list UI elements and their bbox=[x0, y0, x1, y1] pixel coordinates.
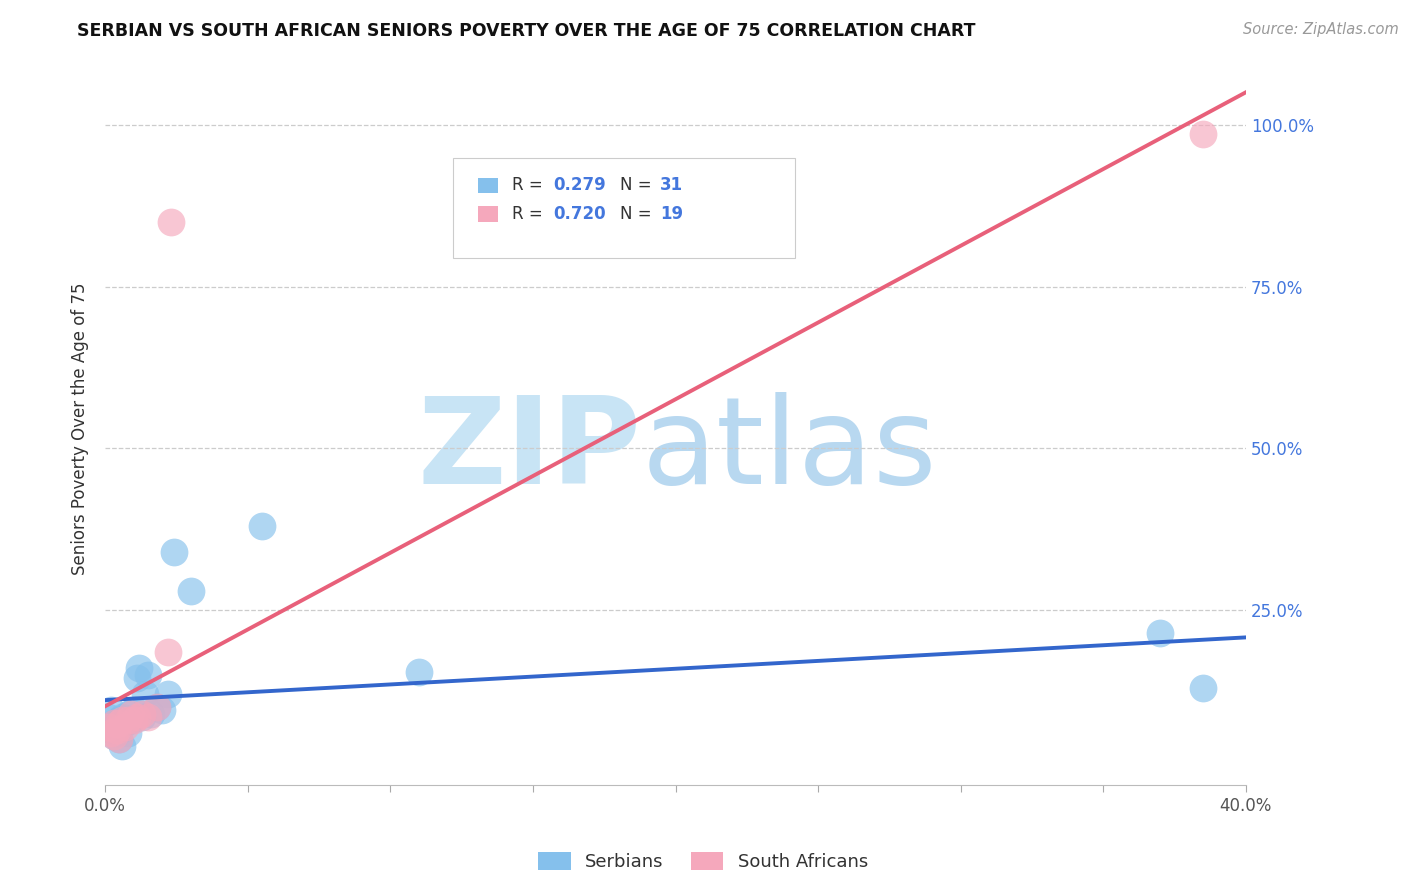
Point bbox=[103, 729, 125, 743]
Point bbox=[103, 729, 125, 743]
Point bbox=[145, 700, 167, 714]
Text: N =: N = bbox=[620, 177, 657, 194]
Point bbox=[134, 687, 156, 701]
Point bbox=[156, 645, 179, 659]
Point bbox=[120, 713, 142, 727]
Point bbox=[1149, 625, 1171, 640]
Text: N =: N = bbox=[620, 205, 657, 223]
Point bbox=[108, 732, 131, 747]
Point bbox=[97, 710, 120, 724]
Text: atlas: atlas bbox=[641, 392, 936, 508]
Point bbox=[114, 719, 136, 733]
Text: 0.279: 0.279 bbox=[553, 177, 606, 194]
Point bbox=[128, 661, 150, 675]
Point bbox=[125, 671, 148, 685]
Point bbox=[105, 719, 128, 733]
Point bbox=[156, 687, 179, 701]
Point bbox=[108, 716, 131, 731]
Legend: Serbians, South Africans: Serbians, South Africans bbox=[531, 845, 875, 879]
Point bbox=[108, 713, 131, 727]
Text: SERBIAN VS SOUTH AFRICAN SENIORS POVERTY OVER THE AGE OF 75 CORRELATION CHART: SERBIAN VS SOUTH AFRICAN SENIORS POVERTY… bbox=[77, 22, 976, 40]
Point bbox=[408, 665, 430, 679]
Point bbox=[111, 710, 134, 724]
Y-axis label: Seniors Poverty Over the Age of 75: Seniors Poverty Over the Age of 75 bbox=[72, 283, 89, 575]
Point bbox=[163, 545, 186, 559]
Point bbox=[1192, 681, 1215, 695]
Point bbox=[125, 710, 148, 724]
Text: R =: R = bbox=[512, 177, 548, 194]
Point bbox=[105, 723, 128, 737]
Text: 19: 19 bbox=[661, 205, 683, 223]
Point bbox=[159, 215, 181, 229]
Point bbox=[103, 716, 125, 731]
FancyBboxPatch shape bbox=[453, 159, 796, 258]
Point bbox=[139, 706, 162, 721]
Point bbox=[131, 710, 153, 724]
Point bbox=[105, 726, 128, 740]
Text: Source: ZipAtlas.com: Source: ZipAtlas.com bbox=[1243, 22, 1399, 37]
Text: R =: R = bbox=[512, 205, 548, 223]
Point bbox=[111, 739, 134, 753]
Point bbox=[1192, 128, 1215, 142]
Point bbox=[120, 706, 142, 721]
Point bbox=[117, 706, 139, 721]
FancyBboxPatch shape bbox=[478, 206, 498, 222]
Point bbox=[117, 726, 139, 740]
Point bbox=[117, 713, 139, 727]
Point bbox=[100, 703, 122, 717]
Point bbox=[103, 716, 125, 731]
Point bbox=[108, 732, 131, 747]
Point bbox=[111, 713, 134, 727]
Point bbox=[122, 703, 145, 717]
Point bbox=[180, 583, 202, 598]
Point bbox=[136, 667, 159, 681]
Point bbox=[145, 700, 167, 714]
Point bbox=[131, 706, 153, 721]
Point bbox=[100, 723, 122, 737]
Text: 31: 31 bbox=[661, 177, 683, 194]
FancyBboxPatch shape bbox=[478, 178, 498, 194]
Text: 0.720: 0.720 bbox=[553, 205, 606, 223]
Point bbox=[250, 519, 273, 533]
Point bbox=[97, 719, 120, 733]
Point bbox=[150, 703, 173, 717]
Point bbox=[114, 716, 136, 731]
Point bbox=[136, 710, 159, 724]
Text: ZIP: ZIP bbox=[418, 392, 641, 508]
Point bbox=[100, 726, 122, 740]
Point bbox=[122, 713, 145, 727]
